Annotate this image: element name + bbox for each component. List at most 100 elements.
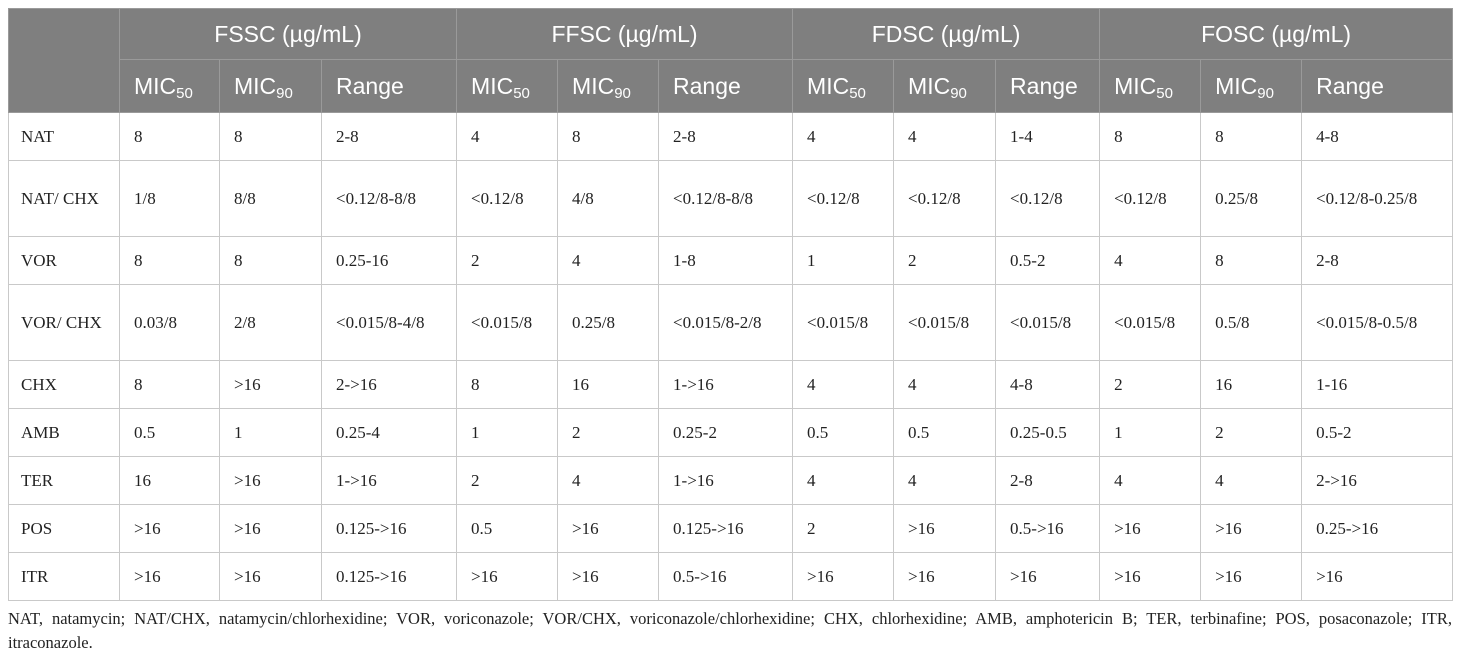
table-cell: <0.12/8: [893, 160, 997, 237]
table-cell: 0.25-16: [320, 236, 458, 285]
table-cell: 0.5-2: [1301, 408, 1454, 457]
table-footnote: NAT, natamycin; NAT/CHX, natamycin/chlor…: [8, 609, 1452, 652]
table-cell: 0.5-2: [995, 236, 1101, 285]
subheader-mic50-base: MIC: [134, 72, 177, 99]
table-cell: 0.5: [893, 408, 997, 457]
table-cell: 2-8: [1301, 236, 1454, 285]
row-label: TER: [8, 456, 120, 505]
subheader-row: MIC50 MIC90 Range MIC50 MIC90 Range MIC50 MIC90…: [9, 59, 1454, 113]
table-cell: <0.12/8-8/8: [320, 160, 458, 237]
table-cell: 8: [1099, 112, 1202, 161]
subheader-mic50-subscript: 50: [513, 84, 530, 102]
table-cell: <0.12/8: [456, 160, 559, 237]
table-cell: 1-16: [1301, 360, 1454, 409]
table-cell: 4: [1200, 456, 1303, 505]
table-cell: 4: [792, 456, 895, 505]
subheader-mic90-subscript: 90: [1257, 84, 1274, 102]
subheader-mic90-base: MIC: [1215, 72, 1258, 99]
table-cell: >16: [995, 552, 1101, 601]
table-cell: >16: [557, 504, 660, 553]
table-cell: 4: [1099, 456, 1202, 505]
table-cell: 2->16: [320, 360, 458, 409]
subheader-mic90-base: MIC: [234, 72, 277, 99]
mic-table: FSSC (µg/mL) FFSC (µg/mL) FDSC (µg/mL) F…: [8, 8, 1454, 601]
table-cell: 0.25-0.5: [995, 408, 1101, 457]
table-cell: 1->16: [658, 456, 794, 505]
subheader-mic90-base: MIC: [908, 72, 951, 99]
table-cell: 1: [1099, 408, 1202, 457]
table-cell: 8/8: [219, 160, 322, 237]
table-row: NAT/ CHX 1/8 8/8 <0.12/8-8/8 <0.12/8 4/8 <0.12…: [8, 160, 1454, 237]
table-cell: 0.5: [119, 408, 220, 457]
table-cell: >16: [1099, 504, 1202, 553]
table-cell: >16: [557, 552, 660, 601]
table-cell: >16: [456, 552, 559, 601]
table-cell: 4: [893, 456, 997, 505]
table-cell: 1-8: [658, 236, 794, 285]
table-cell: 0.25-2: [658, 408, 794, 457]
table-cell: 1-4: [995, 112, 1101, 161]
group-header-fssc: FSSC (µg/mL): [118, 8, 458, 60]
subheader-mic90-subscript: 90: [276, 84, 293, 102]
subheader-mic50-ffsc: MIC50: [456, 59, 559, 113]
table-cell: <0.015/8: [893, 284, 997, 361]
table-cell: 0.25-4: [320, 408, 458, 457]
table-cell: 0.25/8: [1200, 160, 1303, 237]
table-cell: 2-8: [995, 456, 1101, 505]
table-cell: 2: [557, 408, 660, 457]
subheader-range-ffsc: Range: [658, 59, 794, 113]
group-header-ffsc: FFSC (µg/mL): [456, 8, 794, 60]
subheader-mic50-subscript: 50: [849, 84, 866, 102]
table-cell: <0.12/8-0.25/8: [1301, 160, 1454, 237]
subheader-mic50-base: MIC: [1114, 72, 1157, 99]
table-cell: 1: [456, 408, 559, 457]
table-cell: 0.5->16: [995, 504, 1101, 553]
row-label: NAT: [8, 112, 120, 161]
row-label: VOR: [8, 236, 120, 285]
table-cell: 1->16: [320, 456, 458, 505]
subheader-mic90-fdsc: MIC90: [893, 59, 997, 113]
table-cell: 16: [119, 456, 220, 505]
table-cell: 2: [456, 236, 559, 285]
subheader-mic90-subscript: 90: [950, 84, 967, 102]
table-container: FSSC (µg/mL) FFSC (µg/mL) FDSC (µg/mL) F…: [8, 8, 1454, 601]
table-row: ITR >16 >16 0.125->16 >16 >16 0.5->16 >16 >16 >16…: [8, 552, 1454, 601]
table-cell: 2-8: [320, 112, 458, 161]
table-cell: 4-8: [1301, 112, 1454, 161]
row-label: CHX: [8, 360, 120, 409]
table-cell: >16: [893, 504, 997, 553]
table-cell: 2: [893, 236, 997, 285]
table-cell: 0.03/8: [119, 284, 220, 361]
table-row: POS >16 >16 0.125->16 0.5 >16 0.125->16 2 >16 0.5…: [8, 504, 1454, 553]
table-cell: >16: [219, 456, 322, 505]
table-cell: 8: [1200, 112, 1303, 161]
group-header-fdsc: FDSC (µg/mL): [792, 8, 1101, 60]
table-cell: <0.015/8: [995, 284, 1101, 361]
table-cell: <0.015/8: [456, 284, 559, 361]
table-cell: 8: [219, 236, 322, 285]
table-cell: 0.5/8: [1200, 284, 1303, 361]
subheader-mic50-fdsc: MIC50: [792, 59, 895, 113]
row-label: POS: [8, 504, 120, 553]
subheader-mic50-fssc: MIC50: [119, 59, 220, 113]
table-cell: 4: [792, 360, 895, 409]
table-cell: >16: [1099, 552, 1202, 601]
table-cell: >16: [893, 552, 997, 601]
table-cell: 0.5->16: [658, 552, 794, 601]
table-cell: <0.015/8-4/8: [320, 284, 458, 361]
table-row: AMB 0.5 1 0.25-4 1 2 0.25-2 0.5 0.5 0.25-0.5 1 2 0.5…: [8, 408, 1454, 457]
table-cell: >16: [1200, 504, 1303, 553]
corner-cell: [8, 8, 120, 113]
table-cell: 2: [456, 456, 559, 505]
subheader-mic90-base: MIC: [572, 72, 615, 99]
table-cell: >16: [219, 552, 322, 601]
table-cell: >16: [1200, 552, 1303, 601]
subheader-mic90-fosc: MIC90: [1200, 59, 1303, 113]
row-label: AMB: [8, 408, 120, 457]
table-cell: 0.5: [456, 504, 559, 553]
table-cell: 2->16: [1301, 456, 1454, 505]
table-cell: >16: [1301, 552, 1454, 601]
table-cell: 2-8: [658, 112, 794, 161]
table-cell: 2: [1099, 360, 1202, 409]
row-label: VOR/ CHX: [8, 284, 120, 361]
